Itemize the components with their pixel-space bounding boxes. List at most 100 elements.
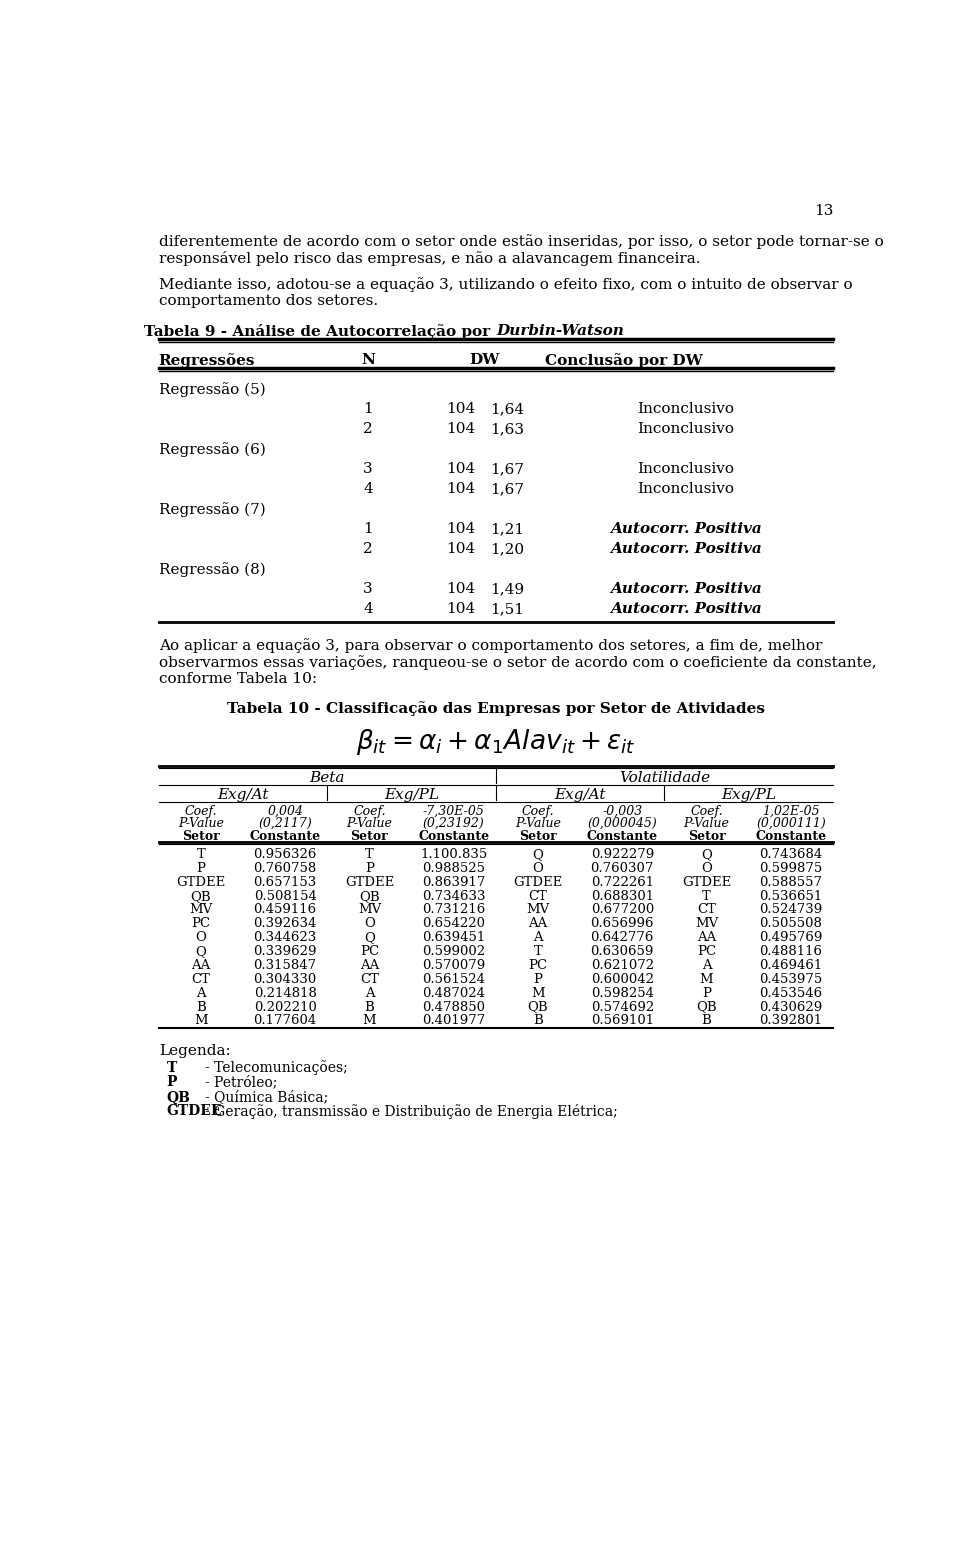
Text: (0,000111): (0,000111) xyxy=(756,817,826,829)
Text: (0,23192): (0,23192) xyxy=(422,817,485,829)
Text: AA: AA xyxy=(191,960,210,972)
Text: Mediante isso, adotou-se a equação 3, utilizando o efeito fixo, com o intuito de: Mediante isso, adotou-se a equação 3, ut… xyxy=(158,278,852,292)
Text: Inconclusivo: Inconclusivo xyxy=(637,483,734,497)
Text: A: A xyxy=(196,986,205,1000)
Text: 0.657153: 0.657153 xyxy=(253,877,317,889)
Text: 0.922279: 0.922279 xyxy=(590,848,654,861)
Text: Exg/PL: Exg/PL xyxy=(384,789,439,801)
Text: $\beta_{it} = \alpha_i + \alpha_1 Alav_{it} + \varepsilon_{it}$: $\beta_{it} = \alpha_i + \alpha_1 Alav_{… xyxy=(356,728,636,757)
Text: AA: AA xyxy=(697,931,716,944)
Text: MV: MV xyxy=(695,917,718,930)
Text: observarmos essas variações, ranqueou-se o setor de acordo com o coeficiente da : observarmos essas variações, ranqueou-se… xyxy=(158,655,876,670)
Text: 1,21: 1,21 xyxy=(491,522,524,536)
Text: MV: MV xyxy=(358,903,381,916)
Text: Regressão (5): Regressão (5) xyxy=(158,383,266,397)
Text: Inconclusivo: Inconclusivo xyxy=(637,403,734,416)
Text: 0.654220: 0.654220 xyxy=(422,917,485,930)
Text: 0.488116: 0.488116 xyxy=(759,946,823,958)
Text: 0.505508: 0.505508 xyxy=(759,917,823,930)
Text: T: T xyxy=(166,1060,177,1074)
Text: M: M xyxy=(531,986,545,1000)
Text: 0.430629: 0.430629 xyxy=(759,1000,823,1013)
Text: 0.536651: 0.536651 xyxy=(759,889,823,903)
Text: 1,51: 1,51 xyxy=(491,602,524,616)
Text: 0.453546: 0.453546 xyxy=(759,986,823,1000)
Text: 0.734633: 0.734633 xyxy=(422,889,486,903)
Text: GTDEE: GTDEE xyxy=(345,877,394,889)
Text: 0.304330: 0.304330 xyxy=(253,972,317,986)
Text: Setor: Setor xyxy=(350,829,389,842)
Text: 1,49: 1,49 xyxy=(491,582,524,596)
Text: QB: QB xyxy=(696,1000,717,1013)
Text: - Geração, transmissão e Distribuição de Energia Elétrica;: - Geração, transmissão e Distribuição de… xyxy=(205,1104,618,1120)
Text: P: P xyxy=(534,972,542,986)
Text: Autocorr. Positiva: Autocorr. Positiva xyxy=(610,582,761,596)
Text: P-Value: P-Value xyxy=(684,817,730,829)
Text: 0.315847: 0.315847 xyxy=(253,960,317,972)
Text: Constante: Constante xyxy=(587,829,658,842)
Text: 13: 13 xyxy=(814,204,833,218)
Text: 0.630659: 0.630659 xyxy=(590,946,654,958)
Text: 0.344623: 0.344623 xyxy=(253,931,317,944)
Text: 2: 2 xyxy=(363,543,372,557)
Text: 1,20: 1,20 xyxy=(491,543,524,557)
Text: 0.569101: 0.569101 xyxy=(590,1014,654,1027)
Text: P: P xyxy=(365,862,374,875)
Text: Autocorr. Positiva: Autocorr. Positiva xyxy=(610,522,761,536)
Text: 0.339629: 0.339629 xyxy=(253,946,317,958)
Text: GTDEE: GTDEE xyxy=(514,877,563,889)
Text: Tabela 10 - Classificação das Empresas por Setor de Atividades: Tabela 10 - Classificação das Empresas p… xyxy=(227,701,765,717)
Text: Beta: Beta xyxy=(309,771,345,786)
Text: Constante: Constante xyxy=(756,829,827,842)
Text: PC: PC xyxy=(191,917,210,930)
Text: Setor: Setor xyxy=(182,829,220,842)
Text: 0.478850: 0.478850 xyxy=(422,1000,485,1013)
Text: 2: 2 xyxy=(363,422,372,436)
Text: B: B xyxy=(365,1000,374,1013)
Text: 104: 104 xyxy=(446,582,475,596)
Text: diferentemente de acordo com o setor onde estão inseridas, por isso, o setor pod: diferentemente de acordo com o setor ond… xyxy=(158,234,883,249)
Text: responsável pelo risco das empresas, e não a alavancagem financeira.: responsável pelo risco das empresas, e n… xyxy=(158,251,700,267)
Text: M: M xyxy=(700,972,713,986)
Text: QB: QB xyxy=(191,889,211,903)
Text: Setor: Setor xyxy=(519,829,557,842)
Text: Q: Q xyxy=(196,946,206,958)
Text: 0.688301: 0.688301 xyxy=(590,889,654,903)
Text: - Telecomunicações;: - Telecomunicações; xyxy=(205,1060,348,1076)
Text: T: T xyxy=(702,889,711,903)
Text: -7,30E-05: -7,30E-05 xyxy=(422,804,485,818)
Text: Regressão (8): Regressão (8) xyxy=(158,563,266,577)
Text: B: B xyxy=(196,1000,205,1013)
Text: 0.988525: 0.988525 xyxy=(422,862,485,875)
Text: MV: MV xyxy=(526,903,550,916)
Text: 1,67: 1,67 xyxy=(491,463,524,477)
Text: 0.621072: 0.621072 xyxy=(590,960,654,972)
Text: P: P xyxy=(702,986,711,1000)
Text: O: O xyxy=(701,862,712,875)
Text: 1: 1 xyxy=(363,522,372,536)
Text: CT: CT xyxy=(529,889,547,903)
Text: CT: CT xyxy=(360,972,379,986)
Text: 0.863917: 0.863917 xyxy=(422,877,486,889)
Text: O: O xyxy=(364,917,375,930)
Text: Exg/At: Exg/At xyxy=(555,789,606,801)
Text: Regressões: Regressões xyxy=(158,353,255,368)
Text: N: N xyxy=(361,353,375,367)
Text: 0.459116: 0.459116 xyxy=(253,903,317,916)
Text: Ao aplicar a equação 3, para observar o comportamento dos setores, a fim de, mel: Ao aplicar a equação 3, para observar o … xyxy=(158,638,822,652)
Text: 0.392801: 0.392801 xyxy=(759,1014,823,1027)
Text: 0.524739: 0.524739 xyxy=(759,903,823,916)
Text: Constante: Constante xyxy=(419,829,490,842)
Text: Exg/PL: Exg/PL xyxy=(721,789,777,801)
Text: 0.656996: 0.656996 xyxy=(590,917,654,930)
Text: A: A xyxy=(533,931,542,944)
Text: M: M xyxy=(363,1014,376,1027)
Text: Q: Q xyxy=(364,931,375,944)
Text: B: B xyxy=(533,1014,543,1027)
Text: 0.642776: 0.642776 xyxy=(590,931,654,944)
Text: 0.731216: 0.731216 xyxy=(422,903,486,916)
Text: Exg/At: Exg/At xyxy=(217,789,269,801)
Text: A: A xyxy=(702,960,711,972)
Text: P-Value: P-Value xyxy=(347,817,393,829)
Text: Coef.: Coef. xyxy=(353,804,386,818)
